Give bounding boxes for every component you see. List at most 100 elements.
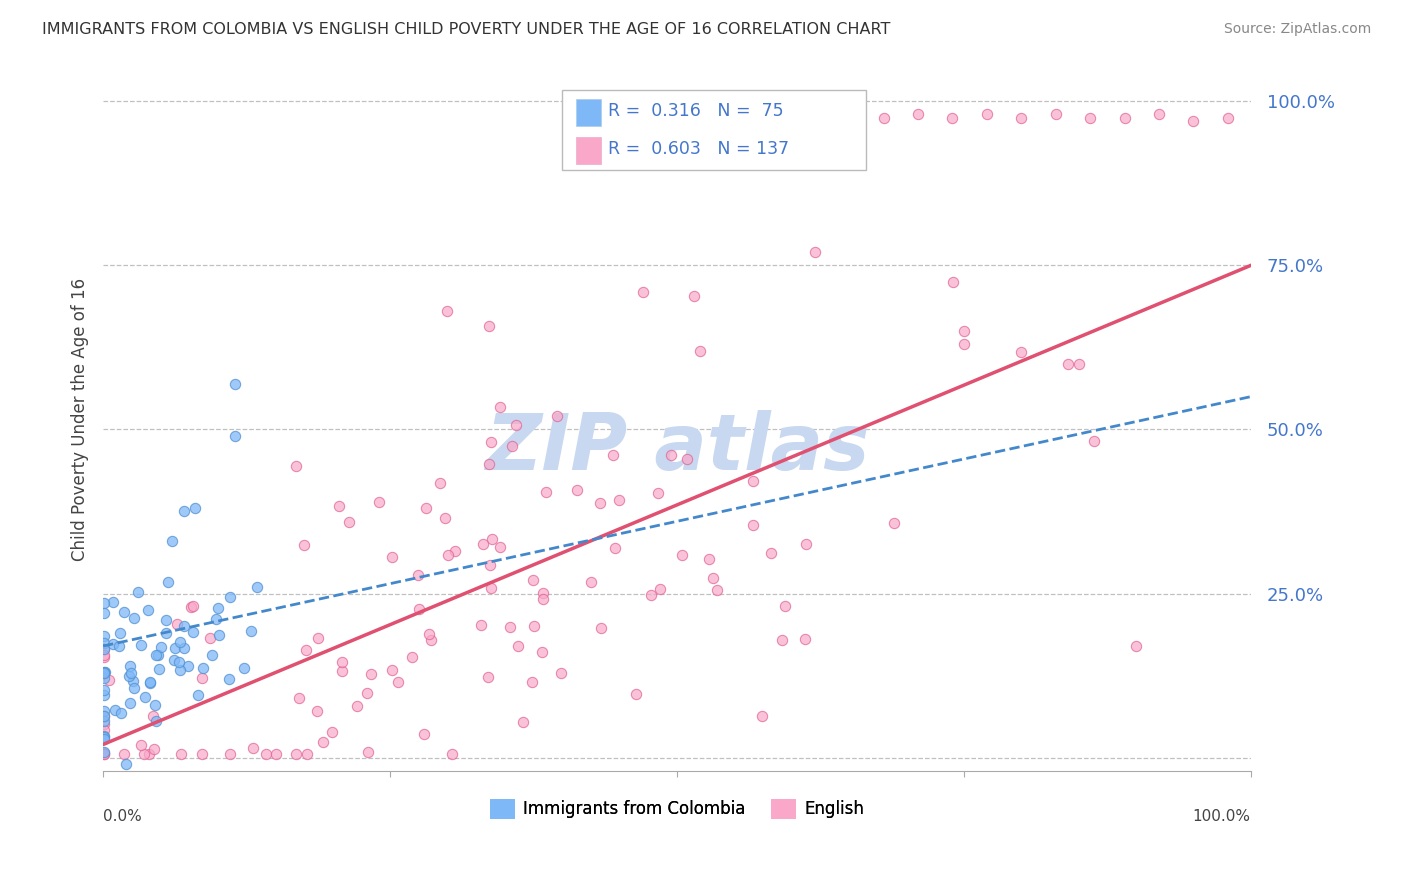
Point: [381, 663, 404, 677]
Point: [127, 585, 149, 599]
Point: [418, 627, 440, 641]
Point: [198, 632, 221, 646]
Point: [93, 671, 115, 685]
Point: [631, 285, 654, 299]
Point: [522, 573, 544, 587]
Point: [129, 739, 152, 753]
Point: [93, 729, 115, 743]
Point: [436, 304, 458, 318]
Point: [531, 644, 554, 658]
Point: [115, 757, 138, 772]
Point: [872, 111, 894, 125]
Point: [224, 429, 246, 443]
Point: [481, 532, 503, 546]
Point: [191, 671, 214, 685]
Y-axis label: Child Poverty Under the Age of 16: Child Poverty Under the Age of 16: [72, 278, 89, 561]
Text: IMMIGRANTS FROM COLOMBIA VS ENGLISH CHILD POVERTY UNDER THE AGE OF 16 CORRELATIO: IMMIGRANTS FROM COLOMBIA VS ENGLISH CHIL…: [42, 22, 890, 37]
Point: [93, 606, 115, 620]
Point: [122, 611, 145, 625]
Point: [883, 516, 905, 530]
Point: [419, 633, 441, 648]
Point: [501, 438, 523, 452]
Point: [138, 747, 160, 762]
Point: [288, 691, 311, 706]
Point: [208, 628, 231, 642]
Point: [93, 731, 115, 745]
Point: [93, 747, 115, 762]
Point: [803, 245, 825, 260]
Text: 100.0%: 100.0%: [1192, 809, 1251, 824]
Point: [143, 698, 166, 713]
Point: [478, 458, 501, 472]
Point: [149, 640, 172, 654]
Point: [434, 511, 457, 525]
Point: [742, 518, 765, 533]
Bar: [576, 99, 602, 126]
Point: [1045, 107, 1067, 121]
Point: [191, 747, 214, 762]
Point: [1010, 344, 1032, 359]
Text: ZIP atlas: ZIP atlas: [485, 409, 869, 486]
Point: [239, 624, 262, 638]
Point: [648, 582, 671, 596]
Point: [478, 319, 501, 334]
Point: [142, 742, 165, 756]
Point: [478, 558, 501, 572]
Point: [93, 641, 115, 656]
Point: [387, 674, 409, 689]
Point: [122, 673, 145, 688]
Point: [118, 659, 141, 673]
Point: [1182, 114, 1205, 128]
Point: [218, 672, 240, 686]
Point: [471, 537, 494, 551]
Point: [254, 747, 277, 762]
Point: [550, 665, 572, 680]
Point: [444, 544, 467, 558]
Point: [328, 499, 350, 513]
Point: [93, 746, 115, 760]
Point: [512, 714, 534, 729]
Point: [546, 409, 568, 423]
Point: [93, 704, 115, 718]
Point: [93, 717, 115, 731]
Point: [479, 435, 502, 450]
Point: [118, 668, 141, 682]
Point: [401, 650, 423, 665]
Point: [93, 709, 115, 723]
Point: [295, 747, 318, 762]
Point: [93, 665, 115, 679]
Point: [337, 515, 360, 529]
Point: [429, 476, 451, 491]
Point: [246, 580, 269, 594]
Point: [295, 643, 318, 657]
Point: [624, 687, 647, 701]
Point: [479, 581, 502, 595]
Point: [706, 583, 728, 598]
Point: [160, 534, 183, 549]
Point: [155, 613, 177, 627]
Point: [357, 745, 380, 759]
Point: [138, 675, 160, 690]
Point: [953, 324, 976, 338]
Point: [166, 617, 188, 632]
Point: [134, 747, 156, 761]
Point: [907, 107, 929, 121]
Point: [169, 635, 191, 649]
Point: [93, 714, 115, 728]
Point: [1057, 357, 1080, 371]
Point: [312, 734, 335, 748]
Point: [742, 474, 765, 488]
Point: [609, 493, 631, 508]
Point: [659, 448, 682, 462]
Point: [108, 639, 131, 653]
Point: [233, 661, 256, 675]
Point: [93, 709, 115, 723]
Point: [112, 747, 135, 762]
Point: [173, 640, 195, 655]
Point: [773, 599, 796, 613]
Point: [173, 504, 195, 518]
Point: [224, 376, 246, 391]
Point: [112, 605, 135, 619]
Point: [838, 107, 860, 121]
Point: [104, 703, 127, 717]
